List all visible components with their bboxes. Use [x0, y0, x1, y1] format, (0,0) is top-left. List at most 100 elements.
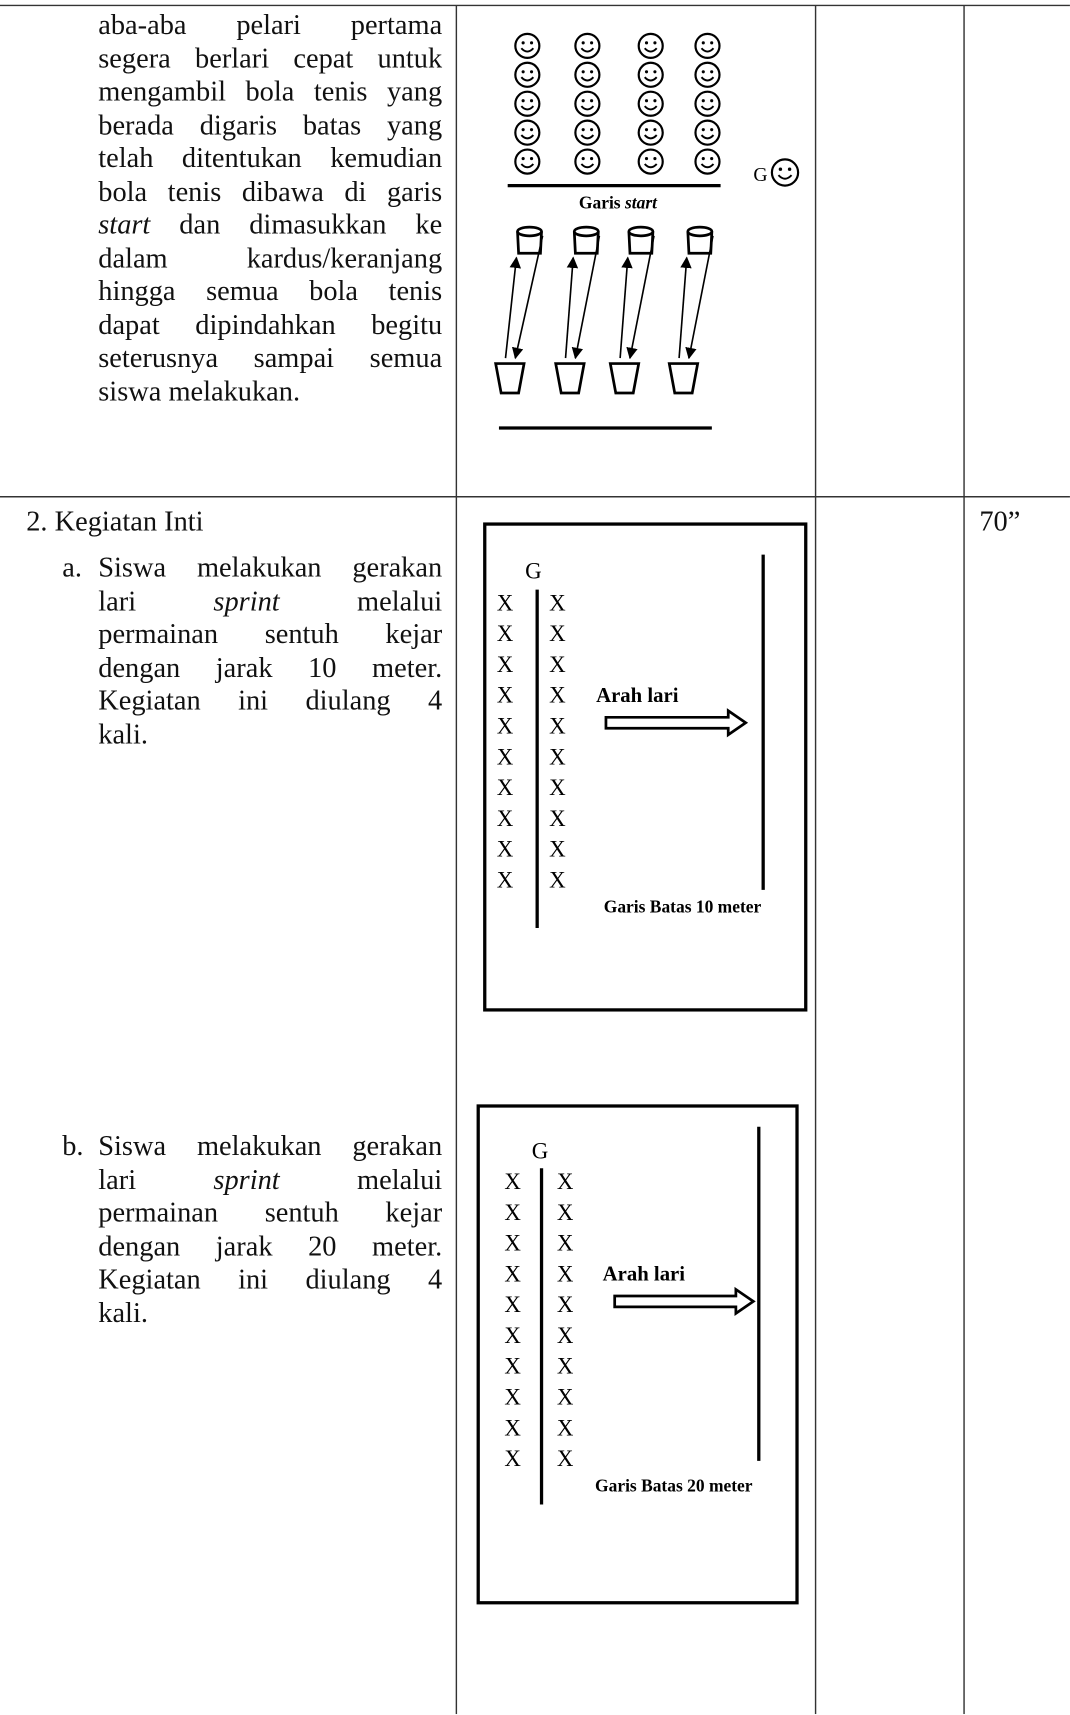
student-mark: X	[497, 744, 514, 769]
student-mark: X	[549, 621, 566, 646]
student-mark: X	[557, 1354, 574, 1379]
eye	[581, 128, 585, 132]
text-run: mengambil bola tenis yang	[98, 75, 443, 107]
student-mark: X	[497, 621, 514, 646]
text-run: dalam kardus/keranjang	[98, 241, 443, 274]
face	[514, 90, 541, 117]
student-mark: X	[557, 1231, 574, 1256]
student-mark: X	[557, 1261, 574, 1286]
basket	[608, 362, 641, 395]
text-line: kali.	[98, 1297, 442, 1330]
mouth	[580, 105, 595, 111]
run-arrow-up	[619, 256, 633, 359]
text-run: Siswa melakukan gerakan	[98, 1130, 443, 1162]
smiley-icon	[637, 61, 664, 88]
smiley-icon	[637, 90, 664, 117]
smiley-icon	[514, 61, 541, 88]
text-run: segera berlari cepat untuk	[98, 42, 443, 74]
text-line: aba-aba pelari pertama	[98, 9, 442, 42]
item-marker: b.	[62, 1130, 84, 1162]
field-box	[476, 1104, 799, 1605]
eye	[529, 128, 534, 132]
student-mark: X	[549, 775, 566, 800]
eye	[701, 99, 705, 103]
student-mark: X	[557, 1415, 574, 1440]
eye	[581, 70, 585, 74]
text-line: segera berlari cepat untuk	[98, 42, 442, 75]
basket	[494, 362, 526, 395]
duration: 70”	[979, 505, 1021, 538]
mouth	[580, 163, 595, 169]
mouth	[643, 134, 658, 140]
face	[694, 32, 721, 59]
eye	[529, 41, 534, 45]
student-mark: X	[504, 1261, 521, 1286]
run-arrow-down	[571, 235, 601, 360]
italic-run: start	[98, 208, 151, 241]
student-mark: X	[504, 1415, 521, 1440]
text-run: telah ditentukan kemudian	[98, 141, 443, 174]
face	[694, 61, 721, 88]
face	[637, 148, 664, 175]
eye	[701, 128, 705, 132]
eye	[701, 70, 705, 74]
text-run: kali.	[98, 1296, 148, 1329]
smiley-icon	[514, 32, 541, 59]
student-mark: X	[549, 806, 566, 831]
ball-cup-rim	[572, 225, 600, 238]
mouth	[777, 174, 793, 180]
eye	[644, 157, 649, 161]
text-line: Siswa melakukan gerakan	[98, 551, 442, 584]
student-mark: X	[504, 1384, 521, 1409]
text-run: Kegiatan ini diulang 4	[98, 684, 443, 717]
text-run: permainan sentuh kejar	[98, 1196, 443, 1229]
eye	[653, 99, 657, 103]
student-mark: X	[549, 867, 566, 892]
direction-arrow	[604, 708, 749, 738]
face	[574, 61, 601, 88]
paragraph: aba-aba pelari pertama segera berlari cep…	[98, 9, 442, 409]
student-mark: X	[549, 652, 566, 677]
italic-run: sprint	[213, 1163, 280, 1195]
arrow-label: Arah lari	[596, 685, 679, 707]
smiley-icon	[574, 148, 601, 175]
face	[637, 90, 664, 117]
eye	[590, 157, 594, 161]
student-mark: X	[557, 1169, 574, 1194]
text-line: kali.	[98, 718, 442, 751]
caption-run: Garis	[579, 193, 625, 213]
smiley-icon	[574, 119, 601, 146]
eye	[581, 99, 585, 103]
run-arrow-up	[504, 256, 522, 359]
eye	[521, 41, 525, 45]
eye	[787, 167, 792, 171]
smiley-icon	[514, 90, 541, 117]
eye	[521, 128, 525, 132]
smiley-icon	[514, 119, 541, 146]
mouth	[520, 134, 535, 140]
face	[694, 90, 721, 117]
mouth	[643, 163, 658, 169]
face	[637, 61, 664, 88]
mouth	[700, 163, 715, 169]
eye	[529, 70, 534, 74]
text-line: hingga semua bola tenis	[98, 275, 442, 308]
smiley-icon	[694, 61, 721, 88]
text-line: lari sprint melalui	[98, 1163, 442, 1196]
text-run: bola tenis dibawa di garis	[98, 175, 443, 207]
face	[514, 148, 541, 175]
text-line: lari sprint melalui	[98, 585, 442, 618]
eye	[590, 41, 594, 45]
face	[574, 90, 601, 117]
student-mark: X	[557, 1446, 574, 1471]
eye	[778, 167, 783, 171]
eye	[521, 157, 525, 161]
smiley-icon	[574, 90, 601, 117]
face	[770, 158, 800, 187]
mouth	[700, 105, 715, 111]
student-mark: X	[497, 837, 514, 862]
smiley-icon	[694, 90, 721, 117]
basket	[667, 362, 700, 395]
